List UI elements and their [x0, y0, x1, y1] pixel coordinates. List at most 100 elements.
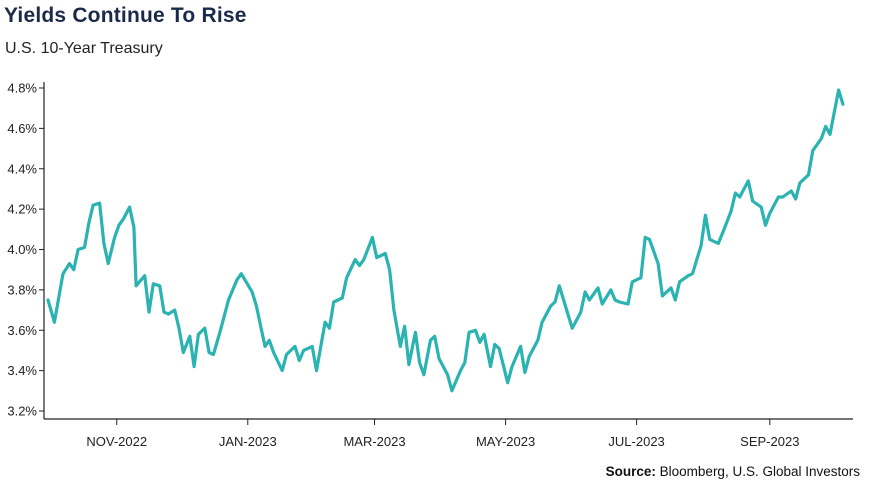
data-point [734, 192, 737, 194]
data-point [674, 299, 677, 301]
data-point [393, 309, 395, 311]
data-point [691, 272, 694, 275]
data-point [294, 345, 296, 348]
data-point [764, 224, 767, 227]
data-point [769, 212, 771, 214]
data-point [408, 363, 410, 366]
data-point [88, 222, 90, 225]
data-point [135, 285, 137, 287]
data-point [433, 335, 436, 338]
data-point [418, 361, 421, 364]
data-point [223, 315, 225, 317]
data-point [113, 236, 116, 239]
data-point [212, 353, 215, 356]
data-point [829, 133, 831, 136]
data-point [251, 291, 253, 293]
data-point [285, 353, 288, 356]
data-point [790, 190, 793, 192]
data-point [118, 224, 120, 227]
source-text: Bloomberg, U.S. Global Investors [659, 464, 860, 479]
data-point [451, 390, 453, 392]
data-point [264, 345, 266, 348]
data-point [204, 327, 206, 330]
data-point [399, 345, 402, 348]
data-point [670, 287, 672, 289]
data-point [549, 305, 552, 307]
data-point [760, 206, 762, 208]
data-point [298, 359, 301, 362]
data-point [644, 236, 646, 239]
data-point [315, 369, 318, 372]
data-point [73, 268, 75, 271]
data-point [700, 244, 702, 247]
data-point [640, 277, 642, 279]
data-point [459, 369, 462, 372]
data-point [446, 373, 449, 376]
data-point [268, 339, 271, 342]
data-point [812, 149, 814, 152]
data-point [781, 196, 784, 198]
data-point [173, 309, 176, 311]
data-point [610, 289, 612, 291]
data-point [208, 351, 210, 354]
data-point [498, 347, 500, 350]
y-tick-label: 4.8% [7, 81, 37, 96]
data-point [324, 321, 326, 324]
data-point [511, 365, 513, 368]
data-point [143, 274, 146, 277]
data-point [738, 196, 741, 198]
data-point [687, 274, 689, 277]
series-layer [46, 88, 845, 393]
data-point [614, 299, 616, 301]
data-point [479, 341, 481, 344]
data-point [47, 299, 49, 301]
y-tick-label: 3.6% [7, 323, 37, 338]
data-point [558, 285, 561, 287]
data-point [189, 335, 191, 338]
data-point [193, 365, 195, 368]
data-point [219, 331, 221, 334]
data-point [571, 327, 573, 330]
data-point [77, 248, 79, 251]
data-point [528, 355, 530, 358]
series-line [46, 88, 845, 393]
data-point [474, 329, 477, 332]
data-point [524, 371, 526, 374]
data-point [601, 303, 603, 305]
data-point [494, 343, 496, 346]
data-point [489, 365, 492, 368]
data-point [341, 297, 344, 299]
data-point [708, 238, 711, 241]
data-point [423, 373, 425, 376]
data-point [83, 246, 86, 249]
data-point [541, 321, 543, 324]
data-point [152, 283, 155, 285]
data-point [842, 103, 844, 105]
y-tick-label: 4.0% [7, 242, 37, 257]
data-point [567, 313, 569, 315]
x-tick-label: MAR-2023 [343, 434, 405, 449]
data-point [133, 226, 135, 229]
data-point [777, 196, 780, 198]
data-point [236, 279, 238, 281]
data-point [384, 252, 387, 255]
data-point [178, 327, 180, 330]
data-point [468, 331, 470, 334]
data-point [62, 272, 64, 275]
data-point [648, 238, 651, 241]
y-tick-label: 3.2% [7, 404, 37, 419]
data-point [483, 333, 485, 336]
data-point [580, 311, 582, 313]
data-point [255, 305, 258, 307]
data-point [403, 325, 406, 328]
data-point [182, 351, 185, 354]
data-point [721, 232, 724, 235]
data-point [464, 361, 466, 364]
data-point [358, 264, 361, 267]
data-point [363, 258, 365, 261]
chart-subtitle: U.S. 10-Year Treasury [5, 40, 163, 57]
data-point [657, 262, 659, 265]
y-axis: 3.2% 3.4% 3.6% 3.8% 4.0% 4.2% 4.4% 4.6% 4.8% [7, 81, 45, 419]
data-point [103, 242, 105, 245]
